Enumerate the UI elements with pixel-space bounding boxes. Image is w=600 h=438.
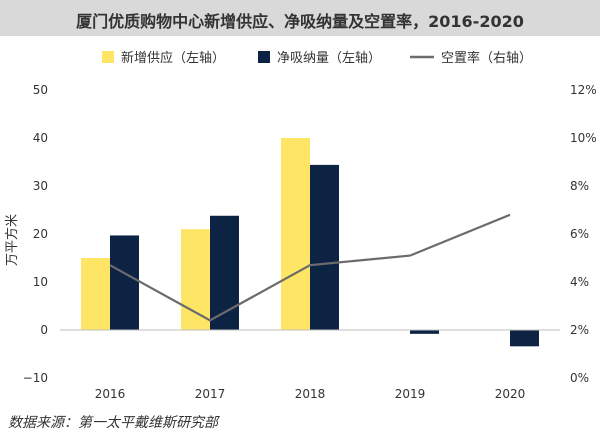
x-axis-ticks: 2016 2017 2018 2019 2020: [95, 387, 526, 401]
x-tick-label: 2020: [495, 387, 526, 401]
y2-tick-label: 10%: [570, 131, 597, 145]
bar-new-supply-2017: [181, 229, 210, 330]
chart-canvas: 新增供应（左轴） 净吸纳量（左轴） 空置率（右轴） 万平方米 50 40 30 20 10 0…: [4, 50, 597, 401]
x-tick-label: 2016: [95, 387, 126, 401]
bar-net-absorption-2019: [410, 330, 439, 334]
bar-new-supply-2016: [81, 258, 110, 330]
legend-label-0: 新增供应（左轴）: [121, 50, 225, 66]
legend: 新增供应（左轴） 净吸纳量（左轴） 空置率（右轴）: [102, 50, 532, 66]
legend-swatch-1: [258, 51, 270, 63]
vacancy-line: [109, 213, 511, 322]
y2-axis-ticks: 12% 10% 8% 6% 4% 2% 0%: [570, 83, 597, 385]
bar-net-absorption-2020: [510, 330, 539, 347]
y2-tick-label: 6%: [570, 227, 589, 241]
source-note: 数据来源：第一太平戴维斯研究部: [8, 415, 218, 431]
title-bar: [0, 0, 600, 36]
chart-title: 厦门优质购物中心新增供应、净吸纳量及空置率，2016-2020: [76, 12, 524, 31]
y2-tick-label: 8%: [570, 179, 589, 193]
y-axis-ticks: 50 40 30 20 10 0 −10: [23, 83, 48, 385]
bar-net-absorption-2018: [310, 164, 339, 330]
bar-net-absorption-2017: [210, 215, 239, 330]
y-tick-label: 20: [33, 227, 48, 241]
y2-tick-label: 2%: [570, 323, 589, 337]
y2-tick-label: 0%: [570, 371, 589, 385]
y-tick-label: 30: [33, 179, 48, 193]
y-tick-label: 10: [33, 275, 48, 289]
bar-net-absorption-2016: [110, 235, 139, 330]
legend-label-1: 净吸纳量（左轴）: [277, 51, 381, 66]
x-tick-label: 2018: [295, 387, 326, 401]
y-tick-label: 0: [40, 323, 48, 337]
y-axis-label: 万平方米: [4, 214, 20, 266]
legend-label-2: 空置率（右轴）: [441, 50, 532, 66]
bar-new-supply-2018: [281, 138, 310, 330]
x-tick-label: 2017: [195, 387, 226, 401]
y2-tick-label: 4%: [570, 275, 589, 289]
y-tick-label: −10: [23, 371, 48, 385]
x-tick-label: 2019: [395, 387, 426, 401]
y2-tick-label: 12%: [570, 83, 597, 97]
y-tick-label: 40: [33, 131, 48, 145]
bars: [60, 138, 560, 347]
legend-swatch-0: [102, 51, 114, 63]
y-tick-label: 50: [33, 83, 48, 97]
